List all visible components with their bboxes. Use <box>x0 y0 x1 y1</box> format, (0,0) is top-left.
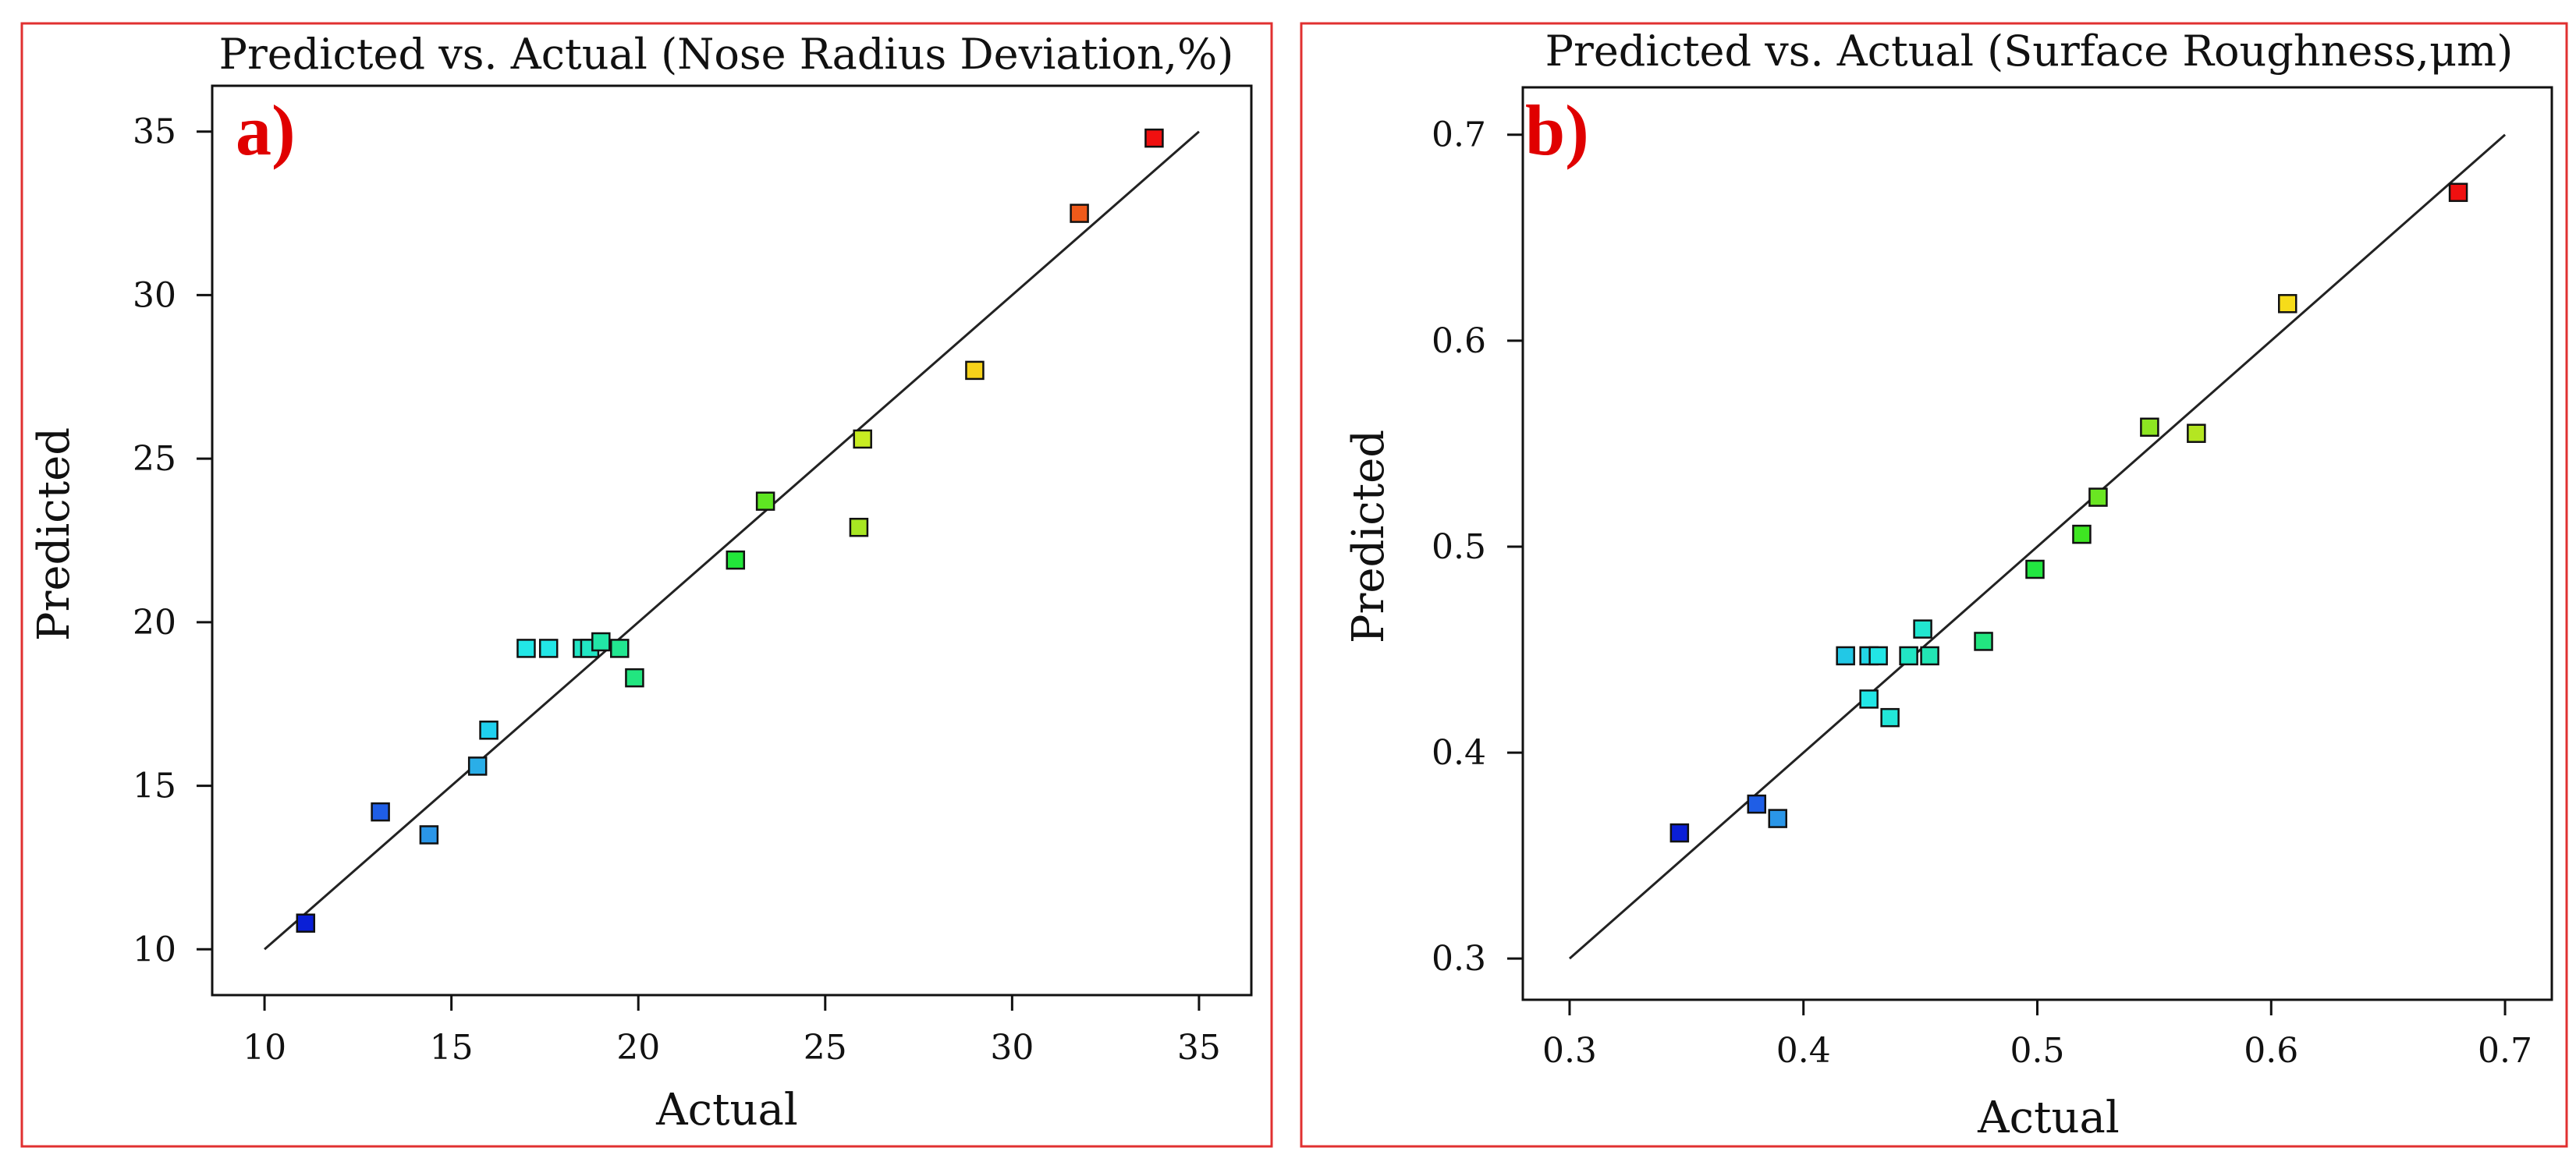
panel-b-point <box>1669 823 1690 843</box>
panel-b-point <box>2187 423 2206 443</box>
panel-a-xtick-label: 10 <box>243 1028 286 1068</box>
panel-a-title: Predicted vs. Actual (Nose Radius Deviat… <box>219 30 1234 79</box>
panel-a-xtick-label: 25 <box>804 1028 847 1068</box>
panel-a-plot-area <box>211 84 1253 997</box>
panel-a-point <box>726 550 746 570</box>
panel-b-xtick-label: 0.6 <box>2244 1031 2298 1071</box>
panel-a-xtick-label: 20 <box>616 1028 660 1068</box>
panel-b-ytick-label: 0.3 <box>1432 939 1486 979</box>
panel-b-point <box>1747 794 1767 814</box>
panel-b-point <box>1836 646 1855 666</box>
panel-a-ytick-label: 35 <box>133 112 176 152</box>
panel-b-title: Predicted vs. Actual (Surface Roughness,… <box>1545 27 2514 76</box>
panel-a-xtick-label: 35 <box>1177 1028 1221 1068</box>
panel-a-xlabel: Actual <box>655 1085 798 1135</box>
panel-a-point <box>467 756 488 776</box>
panel-b-point <box>2072 524 2092 544</box>
panel-a-point <box>516 639 536 658</box>
panel-b-point <box>2140 417 2159 437</box>
panel-b-point <box>1899 646 1918 666</box>
panel-a-point <box>479 721 499 740</box>
panel-b-ytick-label: 0.7 <box>1432 115 1486 155</box>
panel-b-fit-line <box>1568 133 2507 960</box>
panel-a-point <box>591 632 611 652</box>
panel-b-xtick-label: 0.7 <box>2478 1031 2532 1071</box>
panel-a-ytick-label: 10 <box>133 930 176 969</box>
panel-a-xtick-label: 30 <box>990 1028 1034 1068</box>
panel-a-point <box>1070 204 1089 223</box>
panel-a-point <box>296 913 316 933</box>
panel-a-ylabel: Predicted <box>29 427 80 641</box>
panel-b-ytick-label: 0.5 <box>1432 527 1486 567</box>
panel-a-point <box>371 802 390 822</box>
panel-a-point <box>625 668 644 688</box>
panel-b-point <box>1859 689 1879 709</box>
panel-b-ytick-label: 0.4 <box>1432 733 1486 773</box>
panel-a-point <box>965 360 985 381</box>
panel-a-fit-line <box>264 130 1200 951</box>
panel-a-point <box>849 517 869 537</box>
panel-b-xlabel: Actual <box>1977 1093 2120 1143</box>
panel-a-xtick-label: 15 <box>430 1028 474 1068</box>
panel-a-ytick-label: 15 <box>133 767 176 806</box>
panel-b-point <box>2025 559 2045 579</box>
panel-b-xtick-label: 0.4 <box>1776 1031 1831 1071</box>
panel-b: Predicted vs. Actual (Surface Roughness,… <box>1300 22 2568 1148</box>
panel-b-point <box>1880 707 1900 728</box>
panel-a: Predicted vs. Actual (Nose Radius Deviat… <box>20 22 1273 1148</box>
panel-b-ylabel: Predicted <box>1343 430 1394 643</box>
panel-b-point <box>2278 294 2297 314</box>
panel-b-point <box>2448 182 2468 202</box>
panel-a-ytick-label: 25 <box>133 439 176 479</box>
panel-b-point <box>1768 809 1788 828</box>
panel-a-point <box>538 639 559 658</box>
panel-a-point <box>853 429 872 449</box>
panel-a-point <box>419 825 439 845</box>
panel-b-frame <box>1300 22 2568 1148</box>
panel-a-point <box>755 491 775 511</box>
panel-a-ytick-label: 30 <box>133 275 176 315</box>
panel-b-point <box>2088 487 2108 507</box>
panel-a-point <box>610 639 630 658</box>
panel-b-point <box>1913 619 1932 639</box>
panel-a-label: a) <box>236 90 296 170</box>
panel-a-point <box>1144 128 1164 148</box>
panel-b-point <box>1974 632 1993 651</box>
panel-b-label: b) <box>1525 90 1589 170</box>
panel-b-xtick-label: 0.5 <box>2010 1031 2065 1071</box>
panel-a-frame <box>20 22 1273 1148</box>
panel-a-ytick-label: 20 <box>133 603 176 643</box>
panel-b-point <box>1920 646 1939 666</box>
panel-b-xtick-label: 0.3 <box>1542 1031 1597 1071</box>
panel-b-point <box>1868 646 1888 666</box>
panel-b-ytick-label: 0.6 <box>1432 321 1486 361</box>
